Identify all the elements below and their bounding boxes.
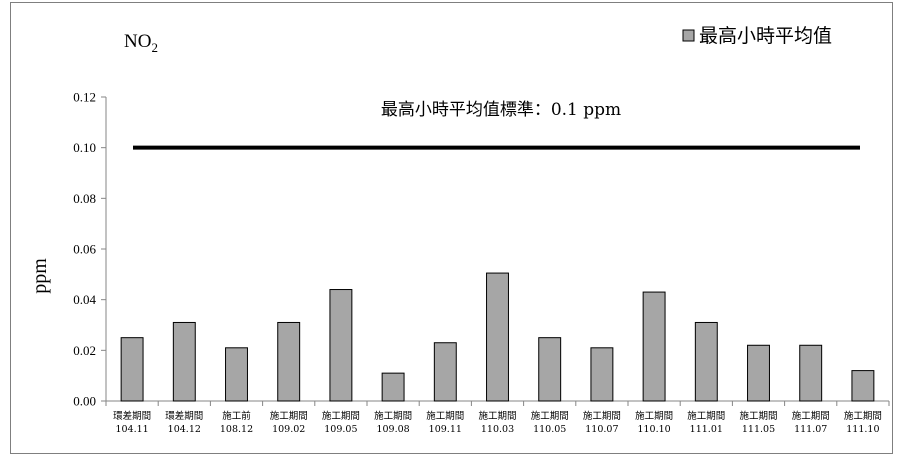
x-tick-label-date: 110.10 xyxy=(637,424,670,435)
legend-swatch xyxy=(682,29,695,42)
x-tick-label-date: 111.07 xyxy=(794,424,827,435)
x-tick-label-period: 施工期間 xyxy=(844,410,882,422)
x-tick-label-period: 施工期間 xyxy=(426,410,464,422)
plot-area: 0.00 0.02 0.04 0.06 0.08 0.10 0.12 環差期間 104.11 環差… xyxy=(73,90,890,435)
y-tick-label: 0.02 xyxy=(73,343,96,358)
bar xyxy=(799,344,823,402)
y-tick-label: 0.00 xyxy=(73,394,96,409)
y-tick-label: 0.06 xyxy=(73,242,96,257)
x-tick-label-period: 施工期間 xyxy=(687,410,725,422)
bar xyxy=(120,337,144,402)
x-tick-label-period: 施工期間 xyxy=(792,410,830,422)
x-tick-label-period: 施工期間 xyxy=(374,410,412,422)
y-tick-label: 0.12 xyxy=(73,90,96,105)
y-tick-label: 0.10 xyxy=(73,140,96,155)
x-tick-label-date: 109.11 xyxy=(429,424,462,435)
bar xyxy=(172,321,196,402)
reference-line-label: 最高小時平均值標準：0.1 ppm xyxy=(381,100,621,120)
x-tick-label-date: 110.05 xyxy=(533,424,566,435)
x-tick-label-period: 施工期間 xyxy=(270,410,308,422)
bar xyxy=(590,347,614,402)
x-tick-label-date: 111.01 xyxy=(690,424,723,435)
bar xyxy=(538,337,562,402)
x-tick-label-period: 施工期間 xyxy=(635,410,673,422)
bar xyxy=(433,342,457,402)
x-tick-label-period: 施工期間 xyxy=(739,410,777,422)
x-tick-label-date: 104.11 xyxy=(115,424,148,435)
bar xyxy=(694,321,718,402)
y-tick-label: 0.08 xyxy=(73,191,96,206)
legend-label: 最高小時平均值 xyxy=(699,25,832,47)
x-tick-label-date: 108.12 xyxy=(220,424,253,435)
x-tick-label-period: 施工期間 xyxy=(322,410,360,422)
bar xyxy=(381,372,405,402)
bar xyxy=(486,272,509,402)
bar xyxy=(642,291,666,402)
x-tick-label-date: 111.05 xyxy=(742,424,775,435)
x-tick-label-period: 環差期間 xyxy=(113,410,151,422)
x-tick-label-period: 施工期間 xyxy=(583,410,621,422)
bar xyxy=(277,321,301,402)
x-tick-label-period: 環差期間 xyxy=(165,410,203,422)
x-tick-label-date: 109.08 xyxy=(376,424,409,435)
bar xyxy=(851,370,875,402)
x-tick-label-period: 施工期間 xyxy=(531,410,569,422)
x-tick-label-period: 施工前 xyxy=(222,410,251,422)
x-tick-label-date: 110.03 xyxy=(481,424,514,435)
bar xyxy=(747,344,770,402)
x-tick-label-date: 109.05 xyxy=(324,424,357,435)
chart-title: NO2 xyxy=(124,31,158,55)
bar xyxy=(329,289,353,402)
x-tick-label-date: 110.07 xyxy=(585,424,618,435)
bar xyxy=(225,347,248,402)
y-axis-label: ppm xyxy=(29,258,51,294)
chart-frame: NO2 最高小時平均值 ppm 最高小時平均值標準：0.1 ppm 0.00 0.… xyxy=(10,2,893,454)
x-tick-label-date: 109.02 xyxy=(272,424,305,435)
y-tick-label: 0.04 xyxy=(73,292,96,307)
x-tick-label-date: 111.10 xyxy=(846,424,879,435)
x-tick-label-date: 104.12 xyxy=(168,424,201,435)
bar-chart: NO2 最高小時平均值 ppm 最高小時平均值標準：0.1 ppm 0.000.… xyxy=(29,25,890,435)
x-tick-label-period: 施工期間 xyxy=(478,410,516,422)
